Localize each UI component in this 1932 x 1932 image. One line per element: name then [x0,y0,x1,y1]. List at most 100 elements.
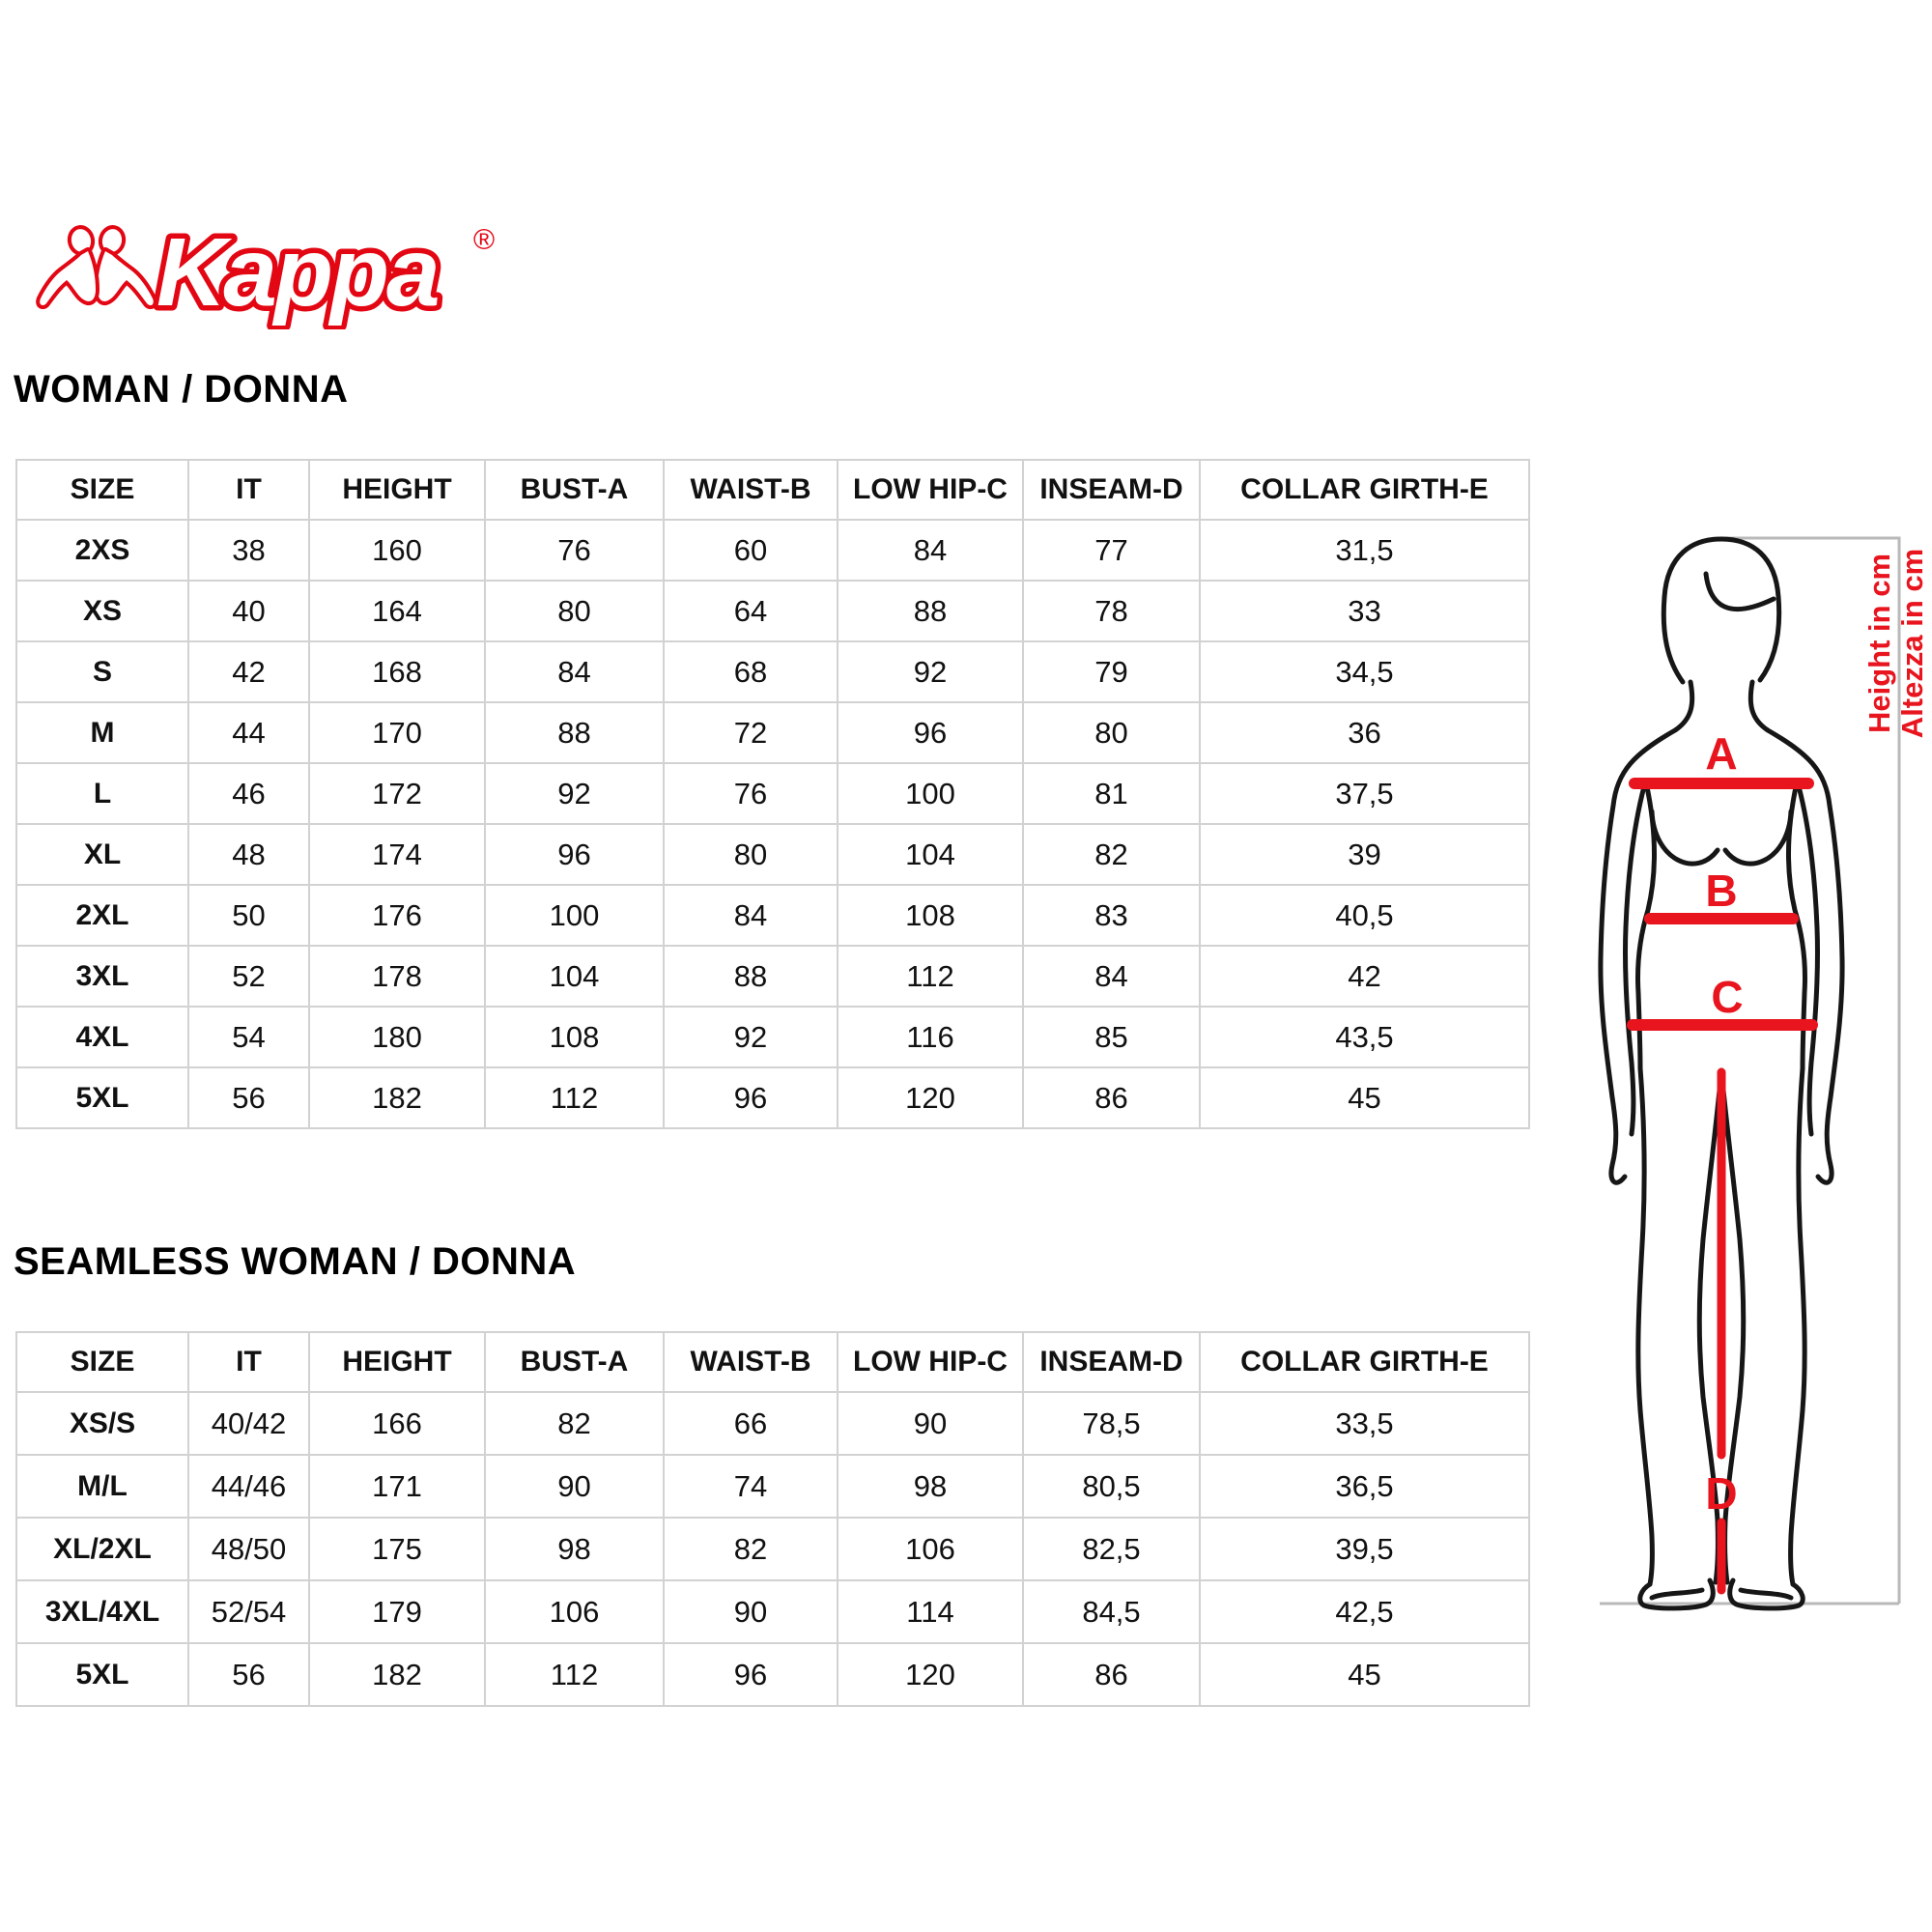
table-row: XL 48 174 96 80 104 82 39 [15,823,1530,886]
value-cell: 96 [484,823,665,886]
value-cell: 104 [837,823,1024,886]
column-header: SIZE [15,1331,189,1393]
size-cell: S [15,640,189,703]
value-cell: 112 [484,1066,665,1129]
value-cell: 80 [484,580,665,642]
value-cell: 86 [1022,1066,1201,1129]
value-cell: 92 [484,762,665,825]
column-header: COLLAR GIRTH-E [1199,1331,1530,1393]
label-waist: B [1705,866,1737,916]
value-cell: 54 [187,1006,310,1068]
value-cell: 82 [484,1391,665,1456]
column-header: HEIGHT [308,1331,486,1393]
value-cell: 77 [1022,519,1201,582]
value-cell: 39,5 [1199,1517,1530,1581]
value-cell: 112 [837,945,1024,1008]
value-cell: 80 [1022,701,1201,764]
height-notes: Height in cm Altezza in cm [1862,549,1929,738]
size-cell: L [15,762,189,825]
value-cell: 68 [663,640,838,703]
value-cell: 175 [308,1517,486,1581]
value-cell: 79 [1022,640,1201,703]
size-cell: 2XS [15,519,189,582]
value-cell: 96 [837,701,1024,764]
value-cell: 86 [1022,1642,1201,1707]
header-row: SIZE IT HEIGHT BUST-A WAIST-B LOW HIP-C INSEAM… [15,459,1530,521]
value-cell: 52 [187,945,310,1008]
size-cell: 3XL [15,945,189,1008]
value-cell: 43,5 [1199,1006,1530,1068]
column-header: IT [187,1331,310,1393]
size-cell: XS/S [15,1391,189,1456]
value-cell: 100 [837,762,1024,825]
size-cell: 4XL [15,1006,189,1068]
value-cell: 48 [187,823,310,886]
size-cell: 5XL [15,1066,189,1129]
value-cell: 84 [837,519,1024,582]
value-cell: 96 [663,1642,838,1707]
body-measurement-diagram: A B C D Height in cm Altezza in cm [1598,536,1929,1611]
value-cell: 36 [1199,701,1530,764]
value-cell: 82 [663,1517,838,1581]
column-header: SIZE [15,459,189,521]
value-cell: 39 [1199,823,1530,886]
column-header: LOW HIP-C [837,459,1024,521]
value-cell: 81 [1022,762,1201,825]
size-cell: XL/2XL [15,1517,189,1581]
table-row: 2XL 50 176 100 84 108 83 40,5 [15,884,1530,947]
value-cell: 78,5 [1022,1391,1201,1456]
table-row: M 44 170 88 72 96 80 36 [15,701,1530,764]
value-cell: 82,5 [1022,1517,1201,1581]
column-header: IT [187,459,310,521]
value-cell: 168 [308,640,486,703]
measurement-labels: A B C D [1705,728,1743,1519]
value-cell: 33,5 [1199,1391,1530,1456]
value-cell: 182 [308,1066,486,1129]
value-cell: 82 [1022,823,1201,886]
kappa-logo-graphic: Kappa ® [36,213,495,332]
label-hip: C [1711,972,1743,1022]
value-cell: 42 [187,640,310,703]
value-cell: 80,5 [1022,1454,1201,1519]
measurement-bars [1627,778,1818,1595]
value-cell: 46 [187,762,310,825]
kappa-omini-icon [36,225,157,310]
value-cell: 60 [663,519,838,582]
value-cell: 42 [1199,945,1530,1008]
value-cell: 98 [837,1454,1024,1519]
value-cell: 104 [484,945,665,1008]
value-cell: 31,5 [1199,519,1530,582]
value-cell: 88 [663,945,838,1008]
value-cell: 174 [308,823,486,886]
section-title-woman: WOMAN / DONNA [14,368,349,411]
value-cell: 171 [308,1454,486,1519]
size-cell: M [15,701,189,764]
size-cell: 3XL/4XL [15,1579,189,1644]
value-cell: 98 [484,1517,665,1581]
value-cell: 52/54 [187,1579,310,1644]
value-cell: 84 [484,640,665,703]
value-cell: 56 [187,1066,310,1129]
value-cell: 176 [308,884,486,947]
value-cell: 36,5 [1199,1454,1530,1519]
value-cell: 88 [837,580,1024,642]
value-cell: 37,5 [1199,762,1530,825]
value-cell: 85 [1022,1006,1201,1068]
value-cell: 108 [837,884,1024,947]
value-cell: 50 [187,884,310,947]
column-header: COLLAR GIRTH-E [1199,459,1530,521]
value-cell: 90 [663,1579,838,1644]
table-row: XS 40 164 80 64 88 78 33 [15,580,1530,642]
value-cell: 114 [837,1579,1024,1644]
column-header: WAIST-B [663,459,838,521]
value-cell: 74 [663,1454,838,1519]
value-cell: 172 [308,762,486,825]
value-cell: 45 [1199,1066,1530,1129]
column-header: LOW HIP-C [837,1331,1024,1393]
registered-mark: ® [473,224,495,256]
size-cell: XS [15,580,189,642]
value-cell: 72 [663,701,838,764]
table-row: L 46 172 92 76 100 81 37,5 [15,762,1530,825]
value-cell: 44/46 [187,1454,310,1519]
size-cell: M/L [15,1454,189,1519]
